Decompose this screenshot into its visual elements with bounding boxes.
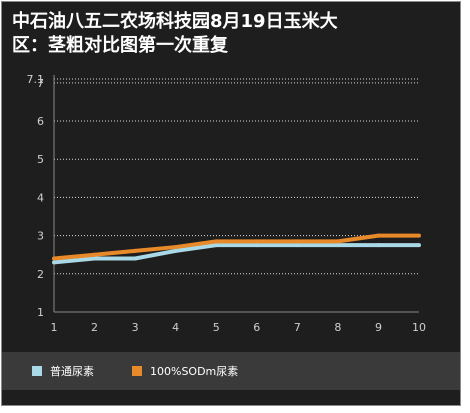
x-tick-label-7: 8 — [334, 321, 341, 334]
series-2-point-2 — [92, 252, 97, 257]
y-tick-label-0: 1 — [37, 306, 44, 319]
series-1-point-10 — [417, 243, 421, 248]
x-tick-label-1: 2 — [91, 321, 98, 334]
series-line-1 — [53, 243, 419, 265]
x-tick-label-8: 9 — [375, 321, 382, 334]
x-tick-label-3: 4 — [172, 321, 179, 334]
chart-title: 中石油八五二农场科技园8月19日玉米大 区：茎粗对比图第一次重复 — [12, 10, 452, 58]
series-1-point-4 — [173, 248, 178, 253]
series-2-point-10 — [417, 233, 421, 238]
x-tick-label-6: 7 — [294, 321, 301, 334]
series-1-point-9 — [376, 243, 381, 248]
chart-title-line-1: 中石油八五二农场科技园8月19日玉米大 — [12, 11, 338, 32]
series-2-point-6 — [254, 239, 259, 244]
legend-item-series-2[interactable]: 100%SODm尿素 — [132, 364, 238, 378]
x-tick-label-2: 3 — [132, 321, 139, 334]
legend: 普通尿素 100%SODm尿素 — [2, 352, 460, 390]
series-2-point-7 — [295, 239, 300, 244]
x-tick-label-5: 6 — [253, 321, 260, 334]
legend-swatch-series-2 — [132, 366, 142, 376]
series-2-point-8 — [335, 239, 340, 244]
y-tick-label-2: 3 — [37, 230, 44, 243]
x-tick-label-9: 10 — [412, 321, 426, 334]
y-tick-label-5: 6 — [37, 115, 44, 128]
series-2-point-4 — [173, 245, 178, 250]
series-2-point-9 — [376, 233, 381, 238]
y-tick-label-4: 5 — [37, 153, 44, 166]
x-tick-label-0: 1 — [51, 321, 58, 334]
series-2-point-5 — [214, 239, 219, 244]
series-2-point-1 — [52, 256, 56, 261]
series-1-point-2 — [92, 256, 97, 261]
series-1-point-1 — [52, 260, 56, 265]
y-tick-label-6: 7 — [37, 77, 44, 90]
series-1-point-6 — [254, 243, 259, 248]
series-1-point-5 — [214, 243, 219, 248]
legend-swatch-series-1 — [32, 366, 42, 376]
series-1-point-7 — [295, 243, 300, 248]
chart-title-line-2: 区：茎粗对比图第一次重复 — [12, 35, 228, 56]
series-1-point-8 — [335, 243, 340, 248]
series-line-2 — [53, 233, 419, 261]
y-tick-label-7: 7.1 — [27, 73, 45, 86]
legend-item-series-1[interactable]: 普通尿素 — [32, 364, 94, 378]
legend-label-series-1: 普通尿素 — [50, 365, 94, 378]
y-tick-label-3: 4 — [37, 191, 44, 204]
legend-label-series-2: 100%SODm尿素 — [150, 365, 239, 378]
y-tick-label-1: 2 — [37, 268, 44, 281]
chart-frame: 中石油八五二农场科技园8月19日玉米大 区：茎粗对比图第一次重复 1 2 3 4 5 6 7… — [1, 1, 461, 406]
series-1-point-3 — [133, 256, 138, 261]
x-tick-label-4: 5 — [213, 321, 220, 334]
series-2-point-3 — [133, 248, 138, 253]
